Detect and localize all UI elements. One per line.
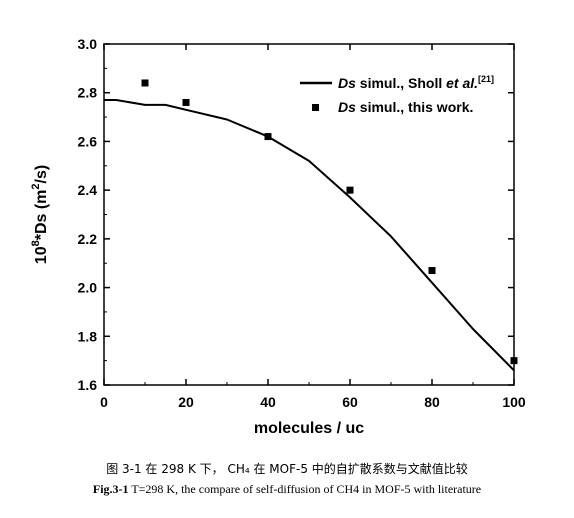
legend: Ds simul., Sholl et al.[21] Ds simul., t… [300, 74, 494, 115]
y-tick-label: 3.0 [78, 36, 98, 52]
y-axis-title-base: 10 [33, 246, 50, 264]
series-line-sholl [104, 99, 515, 372]
data-point-this-work [428, 267, 436, 275]
x-tick-label: 0 [100, 394, 108, 410]
legend-marker-swatch [312, 104, 319, 111]
data-point-this-work [182, 98, 190, 106]
figure-caption-chinese: 图 3-1 在 298 K 下， CH₄ 在 MOF-5 中的自扩散系数与文献值… [106, 462, 468, 476]
data-point-this-work [141, 79, 149, 87]
y-tick-label: 2.0 [78, 280, 98, 296]
y-tick-label: 2.6 [78, 133, 98, 149]
y-tick-label: 2.2 [78, 231, 98, 247]
x-tick-label: 40 [260, 394, 276, 410]
x-tick-label: 100 [502, 394, 526, 410]
y-axis-title-mid: *Ds (m [33, 190, 50, 241]
x-tick-label: 60 [342, 394, 358, 410]
legend-sholl-italic1: Ds [338, 75, 356, 91]
x-tick-label: 20 [178, 394, 194, 410]
legend-sholl-plain: simul., Sholl [356, 75, 446, 91]
legend-sholl-sup: [21] [478, 74, 494, 84]
figure-caption-text: T=298 K, the compare of self-diffusion o… [128, 482, 482, 496]
plot-frame [103, 43, 515, 386]
legend-label-this-work: Ds simul., this work. [338, 99, 473, 115]
y-tick-label: 1.8 [78, 328, 98, 344]
chart: 1.6 1.8 2.0 2.2 2.4 2.6 2.8 3.0 0 20 40 60 80 100 mo… [30, 36, 526, 437]
x-tick-label: 80 [424, 394, 440, 410]
y-tick-label: 1.6 [78, 377, 98, 393]
x-axis-title: molecules / uc [254, 420, 364, 437]
figure-caption-english: Fig.3-1 T=298 K, the compare of self-dif… [0, 482, 574, 497]
y-tick-label: 2.4 [78, 182, 98, 198]
legend-this-work-italic1: Ds [338, 99, 356, 115]
legend-label-sholl: Ds simul., Sholl et al.[21] [338, 74, 494, 91]
data-point-this-work [346, 186, 354, 194]
figure-caption-label: Fig.3-1 [92, 482, 129, 496]
data-point-this-work [264, 133, 272, 141]
legend-sholl-italic2: et al. [446, 75, 478, 91]
y-axis-title-sq: 2 [30, 183, 42, 189]
y-axis-title: 108*Ds (m2/s) [30, 165, 50, 264]
y-axis-title-end: /s) [33, 165, 50, 184]
y-axis-ticks: 1.6 1.8 2.0 2.2 2.4 2.6 2.8 3.0 [78, 36, 514, 393]
y-axis-title-exp: 8 [30, 240, 42, 246]
plot-data [104, 79, 518, 372]
legend-this-work-plain: simul., this work. [356, 99, 473, 115]
y-tick-label: 2.8 [78, 85, 98, 101]
